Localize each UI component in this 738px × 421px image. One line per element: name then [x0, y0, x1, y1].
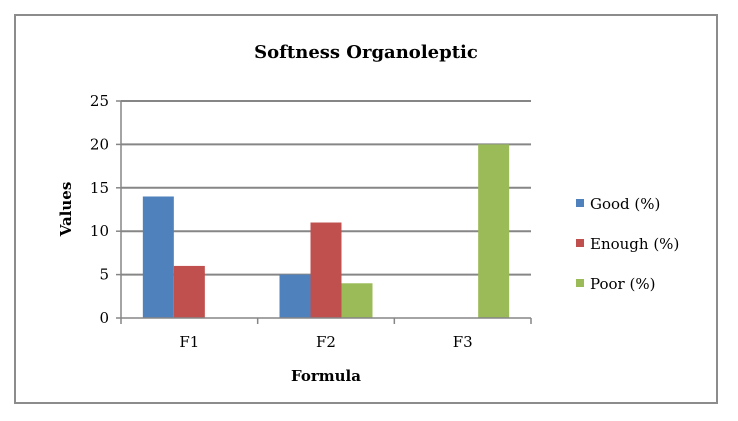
- y-axis-label: Values: [57, 182, 75, 238]
- chart-title: Softness Organoleptic: [254, 42, 478, 63]
- legend: Good (%) Enough (%) Poor (%): [576, 195, 679, 293]
- bar: [341, 283, 373, 318]
- legend-swatch: [576, 279, 584, 287]
- bar: [142, 196, 174, 318]
- axes: 0 5 10 15 20 25 F1 F2 F3: [90, 92, 532, 351]
- chart-frame: [14, 14, 718, 404]
- y-tick-label: 20: [90, 135, 109, 153]
- legend-label: Poor (%): [590, 275, 655, 293]
- y-tick-label: 0: [99, 309, 109, 327]
- bar: [173, 265, 205, 318]
- bar: [279, 274, 311, 318]
- bar: [478, 144, 510, 318]
- legend-label: Enough (%): [590, 235, 679, 253]
- y-tick-label: 10: [90, 222, 109, 240]
- bars: [142, 144, 510, 318]
- x-tick-label: F2: [316, 333, 336, 351]
- y-tick-label: 5: [99, 266, 109, 284]
- x-tick-label: F1: [179, 333, 199, 351]
- bar: [310, 222, 342, 318]
- y-tick-label: 15: [90, 179, 109, 197]
- legend-swatch: [576, 199, 584, 207]
- x-tick-label: F3: [453, 333, 473, 351]
- legend-swatch: [576, 239, 584, 247]
- x-axis-label: Formula: [291, 367, 361, 385]
- y-tick-label: 25: [90, 92, 109, 110]
- legend-label: Good (%): [590, 195, 660, 213]
